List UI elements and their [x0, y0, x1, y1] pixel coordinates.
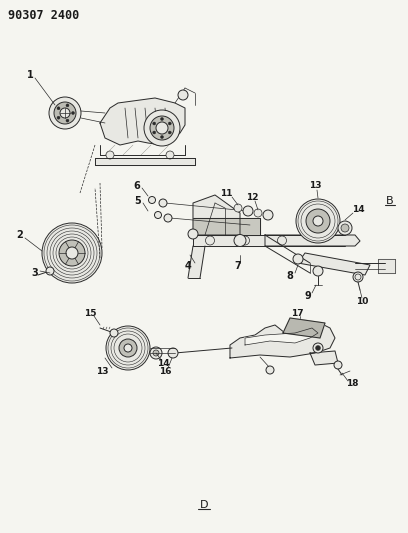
Text: 13: 13: [96, 367, 108, 376]
Circle shape: [188, 229, 198, 239]
Circle shape: [66, 247, 78, 259]
Circle shape: [168, 131, 171, 134]
Circle shape: [254, 209, 262, 217]
Text: 4: 4: [185, 261, 191, 271]
Circle shape: [144, 110, 180, 146]
Polygon shape: [230, 323, 335, 358]
Circle shape: [353, 272, 363, 282]
Circle shape: [168, 348, 178, 358]
Circle shape: [341, 224, 349, 232]
Polygon shape: [283, 318, 325, 338]
Polygon shape: [193, 235, 345, 246]
Circle shape: [293, 254, 303, 264]
Text: 12: 12: [246, 192, 258, 201]
Text: 14: 14: [352, 206, 364, 214]
Polygon shape: [188, 246, 205, 278]
Circle shape: [42, 223, 102, 283]
Polygon shape: [310, 351, 338, 365]
Circle shape: [334, 361, 342, 369]
Polygon shape: [193, 195, 240, 235]
Polygon shape: [298, 253, 370, 275]
Text: 17: 17: [290, 309, 303, 318]
Circle shape: [57, 107, 60, 110]
Circle shape: [159, 199, 167, 207]
Circle shape: [306, 209, 330, 233]
Text: 16: 16: [159, 367, 171, 376]
Text: 11: 11: [220, 190, 232, 198]
Circle shape: [155, 212, 162, 219]
Text: 6: 6: [134, 181, 140, 191]
Circle shape: [313, 343, 323, 353]
Circle shape: [66, 119, 69, 122]
Text: 2: 2: [17, 230, 23, 240]
Polygon shape: [245, 328, 318, 345]
Circle shape: [156, 122, 168, 134]
Text: 90307 2400: 90307 2400: [8, 9, 79, 22]
Text: 1: 1: [27, 70, 33, 80]
Circle shape: [355, 274, 361, 280]
Circle shape: [266, 366, 274, 374]
Circle shape: [71, 111, 75, 115]
Circle shape: [110, 329, 118, 337]
Circle shape: [234, 235, 246, 246]
Text: 10: 10: [356, 296, 368, 305]
Text: D: D: [200, 500, 208, 510]
Polygon shape: [100, 98, 185, 145]
Circle shape: [315, 345, 321, 351]
Circle shape: [119, 339, 137, 357]
Circle shape: [60, 108, 70, 118]
Circle shape: [49, 97, 81, 129]
Text: 18: 18: [346, 379, 358, 389]
Circle shape: [54, 102, 76, 124]
Polygon shape: [378, 259, 395, 273]
Text: 13: 13: [309, 182, 321, 190]
Circle shape: [106, 151, 114, 159]
Polygon shape: [265, 235, 360, 246]
Circle shape: [46, 267, 54, 275]
Text: B: B: [386, 196, 394, 206]
Circle shape: [124, 344, 132, 352]
Text: 15: 15: [84, 309, 96, 318]
Circle shape: [149, 197, 155, 204]
Circle shape: [164, 214, 172, 222]
Circle shape: [106, 326, 150, 370]
Circle shape: [59, 240, 85, 266]
Text: 8: 8: [286, 271, 293, 281]
Text: 7: 7: [235, 261, 242, 271]
Circle shape: [263, 210, 273, 220]
Circle shape: [243, 206, 253, 216]
Circle shape: [160, 117, 164, 120]
Circle shape: [313, 216, 323, 226]
Circle shape: [178, 90, 188, 100]
Circle shape: [150, 116, 174, 140]
Circle shape: [166, 151, 174, 159]
Circle shape: [338, 221, 352, 235]
Circle shape: [66, 104, 69, 107]
Polygon shape: [95, 158, 195, 165]
Polygon shape: [193, 218, 260, 235]
Text: 14: 14: [157, 359, 169, 368]
Circle shape: [313, 266, 323, 276]
Circle shape: [153, 350, 159, 356]
Text: 5: 5: [135, 196, 142, 206]
Circle shape: [153, 131, 156, 134]
Circle shape: [150, 347, 162, 359]
Circle shape: [153, 122, 156, 125]
Circle shape: [160, 135, 164, 139]
Circle shape: [234, 204, 242, 212]
Text: 3: 3: [32, 268, 38, 278]
Text: 9: 9: [305, 291, 311, 301]
Circle shape: [168, 122, 171, 125]
Circle shape: [57, 116, 60, 119]
Circle shape: [296, 199, 340, 243]
